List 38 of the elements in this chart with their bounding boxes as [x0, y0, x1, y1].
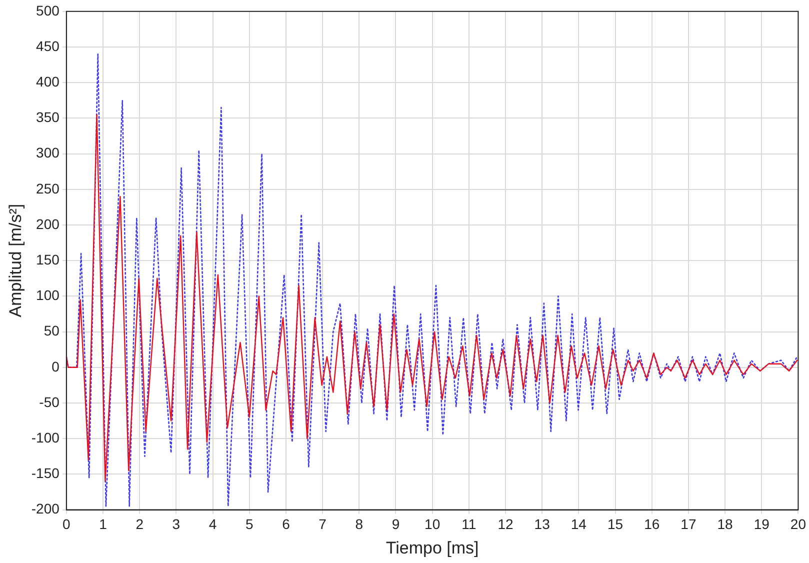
y-tick-label: 400	[36, 73, 60, 90]
x-tick-label: 1	[99, 516, 108, 532]
x-tick-label: 5	[245, 516, 254, 532]
x-tick-label: 14	[570, 516, 587, 532]
y-tick-label: 50	[44, 322, 60, 339]
x-tick-label: 17	[680, 516, 696, 532]
x-tick-label: 2	[136, 516, 144, 532]
x-tick-label: 6	[282, 516, 290, 532]
x-tick-label: 8	[355, 516, 364, 532]
x-tick-label: 7	[318, 516, 327, 532]
x-tick-label: 4	[208, 516, 217, 532]
x-tick-label: 20	[790, 516, 806, 532]
x-tick-label: 18	[717, 516, 734, 532]
x-tick-label: 9	[392, 516, 400, 532]
y-tick-label: -150	[31, 465, 60, 482]
x-tick-label: 0	[62, 516, 71, 532]
x-tick-label: 11	[462, 516, 476, 532]
x-tick-label: 10	[424, 516, 440, 532]
y-tick-label: 450	[36, 38, 60, 54]
x-tick-label: 15	[607, 516, 624, 532]
y-tick-label: 300	[36, 144, 60, 161]
x-tick-label: 12	[498, 516, 514, 532]
y-axis-title: Amplitud [m/s²]	[6, 204, 25, 318]
y-tick-label: 350	[36, 109, 60, 126]
y-tick-label: -50	[39, 394, 60, 410]
x-tick-label: 13	[534, 516, 550, 532]
y-tick-label: -100	[31, 429, 60, 446]
y-tick-label: 100	[36, 287, 60, 304]
y-tick-label: 500	[36, 2, 60, 18]
x-tick-label: 3	[172, 516, 180, 532]
y-tick-label: 200	[36, 216, 60, 232]
x-tick-label: 19	[754, 516, 770, 532]
x-tick-label: 16	[644, 516, 660, 532]
y-tick-label: 150	[36, 251, 60, 268]
y-tick-label: 0	[52, 358, 60, 374]
y-tick-label: -200	[31, 500, 60, 517]
y-tick-label: 250	[36, 180, 60, 196]
x-axis-title: Tiempo [ms]	[386, 538, 479, 558]
